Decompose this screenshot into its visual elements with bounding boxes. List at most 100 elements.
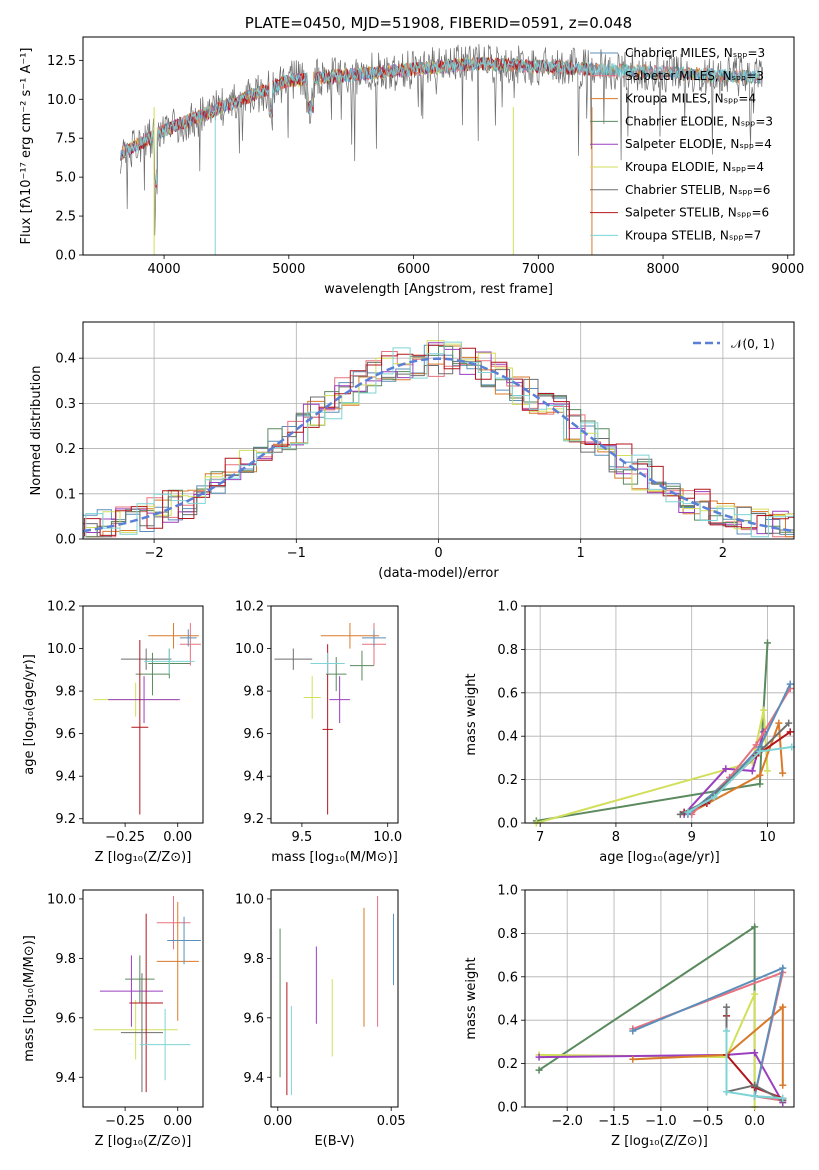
data-point-marker	[629, 1055, 637, 1063]
weight-series	[632, 1005, 784, 1086]
data-point-marker	[763, 639, 771, 647]
x-axis-label: Z [log₁₀(Z/Z⊙)]	[95, 850, 192, 865]
x-tick-label: −0.25	[105, 830, 145, 845]
data-point-marker	[763, 767, 771, 775]
y-tick-label: 9.6	[55, 1011, 76, 1026]
normal-curve	[82, 357, 795, 533]
data-point-marker	[751, 990, 759, 998]
x-tick-label: 2	[719, 546, 727, 561]
legend-label: 𝒩(0, 1)	[731, 337, 775, 351]
axes-frame	[270, 605, 399, 824]
data-point-marker	[775, 719, 783, 727]
spectrum-series	[122, 56, 761, 186]
y-tick-label: 0.2	[497, 1057, 518, 1072]
y-tick-label: 7.5	[55, 132, 76, 147]
x-tick-label: 0.05	[377, 1114, 406, 1129]
data-point-marker	[756, 747, 764, 755]
x-tick-label: −2	[145, 546, 164, 561]
y-axis-label: age [log₁₀(age/yr)]	[22, 654, 37, 775]
x-tick-label: 0	[434, 546, 442, 561]
data-point-marker	[786, 728, 794, 736]
x-axis-label: age [log₁₀(age/yr)]	[599, 850, 720, 865]
legend-label: Salpeter STELIB, Nₛₚₚ=6	[625, 206, 769, 220]
data-point-marker	[786, 680, 794, 688]
data-point-marker	[752, 741, 760, 749]
y-tick-label: 9.8	[55, 952, 76, 967]
x-axis-label: Z [log₁₀(Z/Z⊙)]	[611, 1134, 708, 1149]
x-tick-label: −0.5	[692, 1114, 724, 1129]
y-tick-label: 9.6	[243, 727, 264, 742]
chart-weight-vs-z: −2.0 −1.5 −1.0 −0.5 0.0 0.0 0.2 0.4 0.6 0.8 1.0 Z […	[464, 884, 795, 1149]
y-tick-label: 0.8	[497, 927, 518, 942]
x-axis-label: wavelength [Angstrom, rest frame]	[324, 282, 553, 297]
chart-residuals: −2 −1 0 1 2 0.0 0.1 0.2 0.3 0.4 (data-model)/error…	[29, 321, 795, 581]
x-tick-label: 4000	[148, 262, 181, 277]
legend-label: Chabrier STELIB, Nₛₚₚ=6	[625, 183, 770, 197]
y-axis-label: mass weight	[464, 957, 479, 1039]
y-tick-label: 10.0	[235, 892, 264, 907]
data-point-marker	[756, 780, 764, 788]
weight-series	[687, 746, 792, 813]
y-tick-label: 0.0	[55, 249, 76, 264]
data-point-marker	[751, 1081, 759, 1089]
data-point-marker	[676, 810, 684, 818]
y-tick-label: 1.0	[497, 884, 518, 899]
y-tick-label: 10.0	[47, 642, 76, 657]
axes-frame	[82, 321, 795, 540]
y-tick-label: 9.4	[55, 770, 76, 785]
chart-mass-vs-z: −0.25 0.00 9.4 9.6 9.8 10.0 Z [log₁₀(Z/Z⊙)] mas…	[22, 889, 204, 1149]
y-tick-label: 9.8	[243, 952, 264, 967]
y-tick-label: 12.5	[47, 54, 76, 69]
y-tick-label: 0.0	[497, 817, 518, 832]
data-point-marker	[629, 1027, 637, 1035]
y-tick-label: 0.6	[497, 686, 518, 701]
axes-frame	[82, 605, 204, 824]
y-tick-label: 10.0	[47, 892, 76, 907]
x-tick-label: 10	[759, 830, 776, 845]
chart-mass-vs-ebv: 0.00 0.05 9.4 9.6 9.8 10.0 E(B-V)	[235, 889, 406, 1149]
x-tick-label: 9	[688, 830, 696, 845]
axes-frame	[524, 605, 795, 824]
data-point-marker	[535, 1066, 543, 1074]
y-axis-label: Flux [fλ10⁻¹⁷ erg cm⁻² s⁻¹ A⁻¹]	[19, 48, 34, 245]
y-tick-label: 0.4	[55, 352, 76, 367]
data-point-marker	[723, 1027, 731, 1035]
y-tick-label: 0.3	[55, 397, 76, 412]
x-tick-label: 7000	[522, 262, 555, 277]
legend-label: Kroupa STELIB, Nₛₚₚ=7	[625, 228, 761, 242]
chart-title: PLATE=0450, MJD=51908, FIBERID=0591, z=0…	[245, 14, 632, 32]
axes-frame	[82, 36, 795, 256]
legend-label: Kroupa MILES, Nₛₚₚ=4	[625, 92, 756, 106]
legend-label: Chabrier ELODIE, Nₛₚₚ=3	[625, 114, 773, 128]
legend-label: Chabrier MILES, Nₛₚₚ=3	[625, 46, 765, 60]
y-tick-label: 0.4	[497, 1014, 518, 1029]
data-point-marker	[722, 765, 730, 773]
weight-series	[536, 642, 769, 822]
y-tick-label: 1.0	[497, 600, 518, 615]
data-point-marker	[751, 923, 759, 931]
axes-frame	[524, 889, 795, 1108]
axes-frame	[270, 889, 399, 1108]
weight-series	[539, 993, 756, 1107]
chart-age-vs-z: −0.25 0.00 9.2 9.4 9.6 9.8 10.0 10.2 Z [log₁₀(Z/…	[22, 600, 204, 865]
x-tick-label: −1	[287, 546, 306, 561]
y-tick-label: 9.6	[243, 1011, 264, 1026]
data-point-marker	[710, 793, 718, 801]
legend-label: Salpeter ELODIE, Nₛₚₚ=4	[625, 137, 772, 151]
x-tick-label: 10.0	[373, 830, 402, 845]
x-tick-label: −2.0	[551, 1114, 583, 1129]
x-tick-label: 8000	[646, 262, 679, 277]
chart-age-vs-mass: 9.5 10.0 9.2 9.4 9.6 9.8 10.0 10.2 mass [log₁₀(M…	[235, 600, 402, 866]
y-tick-label: 9.2	[243, 812, 264, 827]
histogram-series	[83, 360, 794, 538]
y-tick-label: 2.5	[55, 210, 76, 225]
x-tick-label: 8	[612, 830, 620, 845]
histogram-series	[83, 341, 794, 538]
weight-series	[687, 683, 792, 816]
y-tick-label: 0.8	[497, 643, 518, 658]
y-axis-label: mass [log₁₀(M/M⊙)]	[22, 935, 37, 1062]
axes-frame	[82, 889, 204, 1108]
legend-label: Salpeter MILES, Nₛₚₚ=3	[625, 69, 764, 83]
data-point-marker	[723, 1088, 731, 1096]
